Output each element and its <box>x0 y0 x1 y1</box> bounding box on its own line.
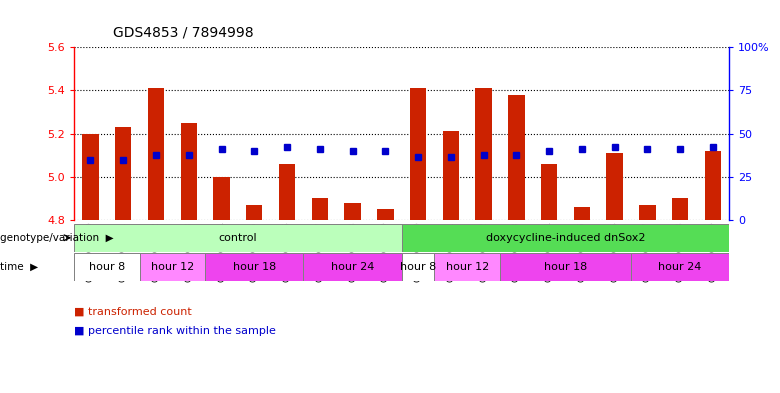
Bar <box>140 253 205 281</box>
Text: control: control <box>218 233 257 243</box>
Text: hour 8: hour 8 <box>89 262 125 272</box>
Text: hour 18: hour 18 <box>544 262 587 272</box>
Text: doxycycline-induced dnSox2: doxycycline-induced dnSox2 <box>486 233 645 243</box>
Bar <box>410 88 426 220</box>
Text: time  ▶: time ▶ <box>0 262 38 272</box>
Text: hour 8: hour 8 <box>400 262 436 272</box>
Text: hour 18: hour 18 <box>232 262 276 272</box>
Bar <box>115 127 131 220</box>
Text: hour 12: hour 12 <box>151 262 194 272</box>
Bar <box>312 198 328 220</box>
Bar <box>705 151 722 220</box>
Bar <box>74 253 140 281</box>
Bar <box>378 209 393 220</box>
Text: hour 24: hour 24 <box>331 262 374 272</box>
Bar <box>74 224 402 252</box>
Bar <box>476 88 492 220</box>
Bar <box>180 123 197 220</box>
Bar <box>631 253 729 281</box>
Bar <box>214 177 229 220</box>
Bar <box>640 205 656 220</box>
Bar <box>345 203 360 220</box>
Bar <box>672 198 689 220</box>
Bar <box>541 164 557 220</box>
Bar <box>205 253 303 281</box>
Bar <box>148 88 164 220</box>
Bar <box>402 253 434 281</box>
Text: genotype/variation  ▶: genotype/variation ▶ <box>0 233 114 243</box>
Text: hour 12: hour 12 <box>445 262 489 272</box>
Bar <box>83 134 98 220</box>
Bar <box>607 153 623 220</box>
Text: GDS4853 / 7894998: GDS4853 / 7894998 <box>113 25 254 39</box>
Bar <box>279 164 295 220</box>
Text: ■ transformed count: ■ transformed count <box>74 307 192 316</box>
Bar <box>500 253 631 281</box>
Bar <box>402 224 729 252</box>
Bar <box>434 253 500 281</box>
Text: hour 24: hour 24 <box>658 262 702 272</box>
Bar <box>509 95 525 220</box>
Text: ■ percentile rank within the sample: ■ percentile rank within the sample <box>74 326 276 336</box>
Bar <box>303 253 402 281</box>
Bar <box>443 131 459 220</box>
Bar <box>574 207 590 220</box>
Bar <box>246 205 262 220</box>
